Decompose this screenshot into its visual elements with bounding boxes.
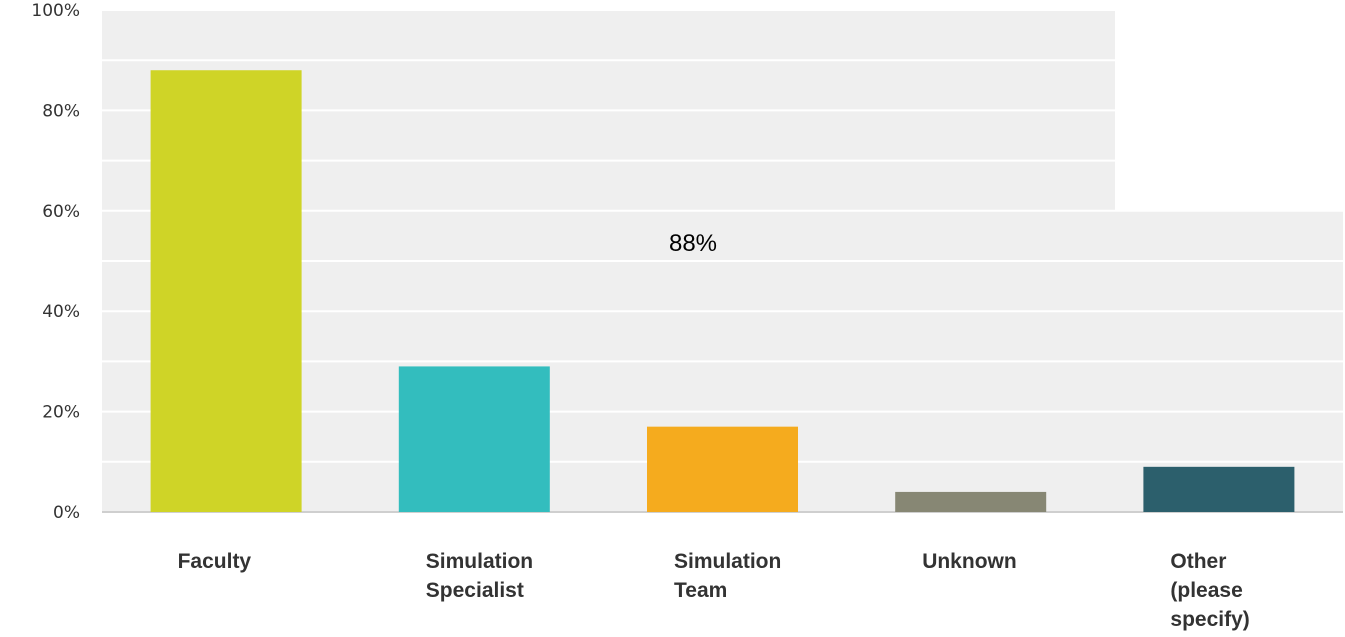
x-category-label: Simulation Team: [674, 550, 781, 602]
bars: [150, 70, 1295, 513]
x-category-label: Simulation Specialist: [426, 550, 533, 602]
y-tick-label: 40%: [42, 302, 80, 322]
y-tick-label: 20%: [42, 403, 80, 423]
y-tick-label: 80%: [42, 101, 80, 121]
bar: [895, 491, 1047, 512]
bar: [150, 70, 302, 513]
x-axis-labels: Faculty Simulation Specialist Simulation Tea…: [178, 550, 1250, 631]
x-category-label: Faculty: [178, 550, 252, 573]
bar: [647, 426, 798, 512]
bar: [1143, 466, 1295, 512]
x-category-label: Other (please specify): [1170, 550, 1249, 631]
y-tick-label: 60%: [42, 202, 80, 222]
annotation-label: 88%: [669, 230, 717, 257]
bar: [398, 366, 550, 512]
y-tick-label: 100%: [31, 1, 80, 21]
y-axis-ticks: 0% 20% 40% 60% 80% 100%: [31, 1, 80, 523]
x-category-label: Unknown: [922, 550, 1017, 573]
y-tick-label: 0%: [53, 503, 80, 523]
